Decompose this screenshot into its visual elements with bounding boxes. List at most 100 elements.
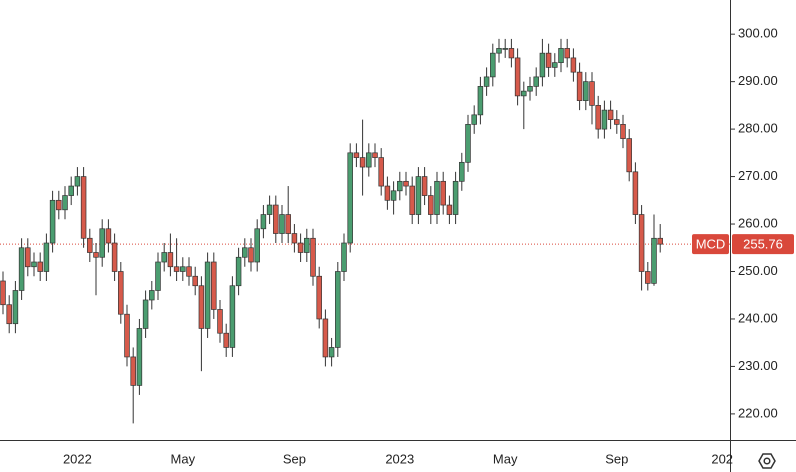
candle-body	[527, 86, 533, 92]
candle-body	[335, 271, 341, 348]
candle-body	[614, 119, 620, 125]
candle-body	[471, 114, 477, 125]
candle-body	[186, 266, 192, 277]
candle-body	[465, 124, 471, 163]
candle-body	[372, 152, 378, 158]
candle-body	[446, 204, 453, 215]
candle-body	[632, 171, 639, 215]
candle-body	[49, 199, 56, 244]
candle-body	[136, 328, 143, 386]
candle-body	[310, 237, 316, 277]
candle-body	[99, 228, 105, 258]
candle-body	[37, 261, 43, 272]
candle-body	[18, 247, 25, 291]
price-tag-value: 255.76	[743, 237, 783, 252]
candle-body	[12, 290, 19, 325]
candle-body	[167, 252, 174, 268]
candle-body	[539, 52, 546, 78]
candle-body	[459, 161, 465, 182]
candle-body	[56, 199, 62, 211]
candle-body	[31, 261, 37, 268]
candle-body	[440, 180, 446, 206]
price-tag-name-box	[692, 234, 729, 255]
candle-body	[248, 247, 254, 263]
candle-body	[285, 214, 291, 234]
candle-body	[80, 176, 87, 239]
settings-button[interactable]	[758, 453, 776, 469]
candle-body	[384, 185, 391, 201]
candle-body	[651, 237, 657, 284]
candle-body	[657, 237, 663, 245]
candle-body	[254, 228, 260, 263]
candle-body	[359, 157, 366, 168]
candle-body	[149, 290, 155, 301]
candle-body	[204, 261, 211, 329]
candle-body	[583, 81, 589, 101]
candle-body	[483, 76, 490, 87]
candle-body	[645, 271, 651, 284]
settings-icon-center[interactable]	[763, 457, 771, 465]
candle-body	[595, 105, 601, 130]
x-tick-label: Sep	[605, 451, 628, 466]
candle-body	[328, 347, 335, 358]
candle-body	[62, 195, 68, 211]
candle-body	[626, 138, 632, 173]
settings-icon[interactable]	[758, 453, 776, 469]
x-tick-label: Sep	[283, 451, 306, 466]
x-tick-label: 2023	[385, 451, 414, 466]
candle-body	[533, 76, 539, 87]
candle-body	[552, 62, 558, 68]
candle-body	[192, 275, 198, 287]
candle-body	[366, 152, 372, 168]
y-tick-label: 270.00	[738, 168, 778, 183]
y-tick-label: 250.00	[738, 263, 778, 278]
price-tag-value-box	[732, 234, 794, 255]
candle-body	[521, 90, 527, 97]
candle-body	[496, 48, 502, 54]
candle-body	[403, 180, 409, 187]
candle-body	[397, 180, 403, 192]
candle-body	[570, 57, 577, 73]
candle-body	[508, 48, 515, 59]
candle-body	[223, 332, 229, 348]
candle-body	[229, 285, 236, 348]
y-tick-label: 260.00	[738, 215, 778, 230]
candle-body	[124, 313, 130, 358]
candle-body	[415, 176, 422, 215]
candle-body	[74, 176, 81, 187]
candle-body	[353, 152, 360, 158]
candle-body	[607, 109, 614, 120]
candle-body	[428, 195, 434, 215]
candle-body	[93, 252, 99, 258]
x-tick-label: 202	[711, 451, 733, 466]
candle-body	[341, 242, 347, 272]
candle-body	[0, 280, 6, 306]
candle-body	[111, 242, 118, 272]
price-tag-name: MCD	[696, 237, 726, 252]
candle-body	[273, 204, 279, 234]
candle-body	[421, 176, 428, 196]
candle-body	[130, 356, 136, 386]
candle-body	[198, 285, 205, 329]
x-tick-label: 2022	[63, 451, 92, 466]
candle-body	[434, 180, 440, 215]
candle-body	[304, 237, 310, 253]
candle-body	[291, 233, 298, 244]
y-tick-label: 220.00	[738, 405, 778, 420]
y-tick-label: 290.00	[738, 73, 778, 88]
candle-body	[25, 247, 31, 268]
candle-body	[217, 309, 223, 334]
candle-body	[297, 242, 304, 253]
candle-body	[235, 256, 242, 287]
candle-body	[322, 318, 329, 358]
candle-body	[502, 48, 508, 50]
candle-body	[409, 185, 415, 215]
candle-body	[266, 204, 273, 215]
candle-body	[242, 247, 248, 258]
candle-body	[545, 52, 552, 68]
y-tick-label: 240.00	[738, 310, 778, 325]
candle-body	[155, 261, 161, 291]
candle-body	[638, 214, 645, 272]
